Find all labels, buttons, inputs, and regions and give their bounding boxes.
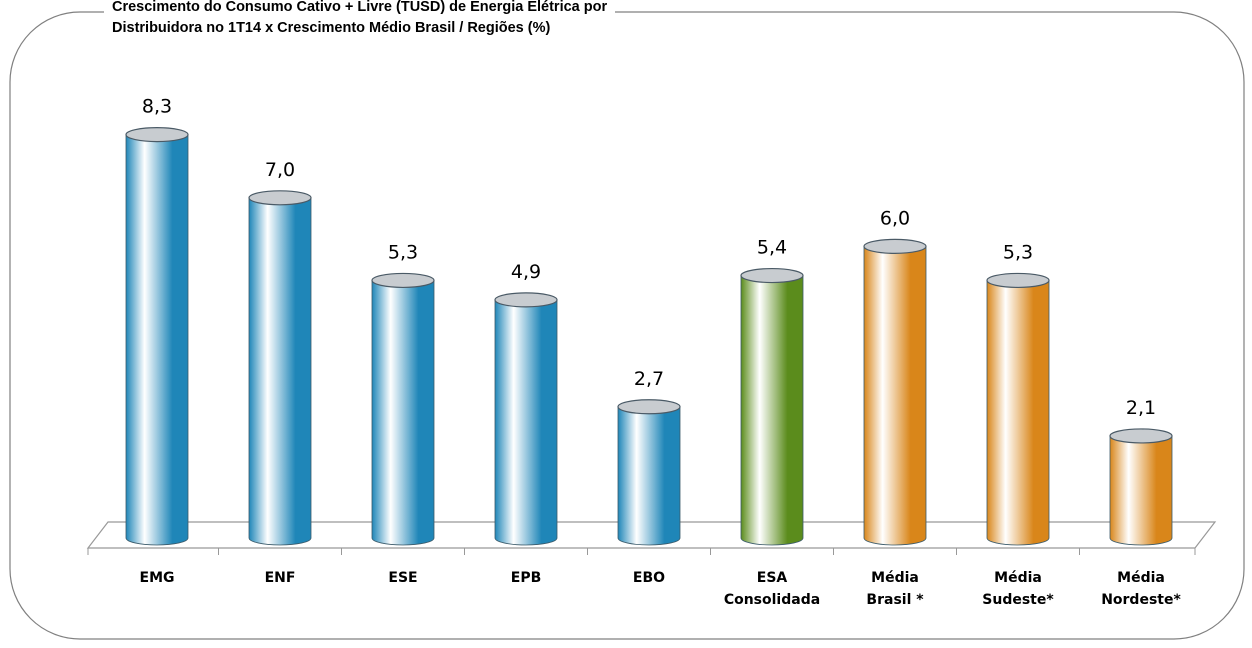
value-label: 7,0	[265, 159, 295, 181]
value-label: 8,3	[142, 96, 172, 118]
frame	[9, 11, 1245, 640]
chart-title: Crescimento do Consumo Cativo + Livre (T…	[104, 0, 616, 39]
bar	[740, 275, 804, 546]
x-tick-label: EBO	[632, 570, 666, 586]
bar-top	[986, 272, 1050, 289]
bar	[125, 134, 189, 546]
bar-top	[248, 190, 312, 206]
value-label: 2,7	[634, 368, 664, 390]
x-tick-label: Média Sudeste*	[982, 570, 1054, 608]
value-label: 5,3	[388, 241, 418, 263]
bar	[986, 280, 1050, 546]
x-tick-label: ESA Consolidada	[723, 570, 821, 608]
x-tick-label: ENF	[264, 570, 296, 586]
bar	[863, 246, 927, 546]
value-label: 5,4	[757, 237, 787, 259]
bar	[1109, 435, 1173, 546]
x-tick-label: EPB	[510, 570, 542, 586]
value-label: 5,3	[1003, 241, 1033, 263]
bar-top	[863, 238, 927, 254]
x-tick-label: Média Brasil *	[866, 570, 924, 608]
x-tick-label: EMG	[139, 570, 175, 586]
bar-top	[740, 267, 804, 284]
bar-top	[371, 272, 435, 289]
bar	[248, 197, 312, 546]
value-label: 4,9	[511, 261, 541, 283]
bar	[617, 406, 681, 546]
bar-top	[494, 292, 558, 308]
x-tick-label: ESE	[388, 570, 418, 586]
value-label: 6,0	[880, 207, 910, 229]
value-label: 2,1	[1126, 397, 1156, 419]
bar-top	[1109, 428, 1173, 444]
bar-top	[617, 399, 681, 415]
bar	[494, 299, 558, 546]
bar	[371, 280, 435, 546]
bar-top	[125, 127, 189, 143]
x-tick-label: Média Nordeste*	[1101, 570, 1181, 608]
